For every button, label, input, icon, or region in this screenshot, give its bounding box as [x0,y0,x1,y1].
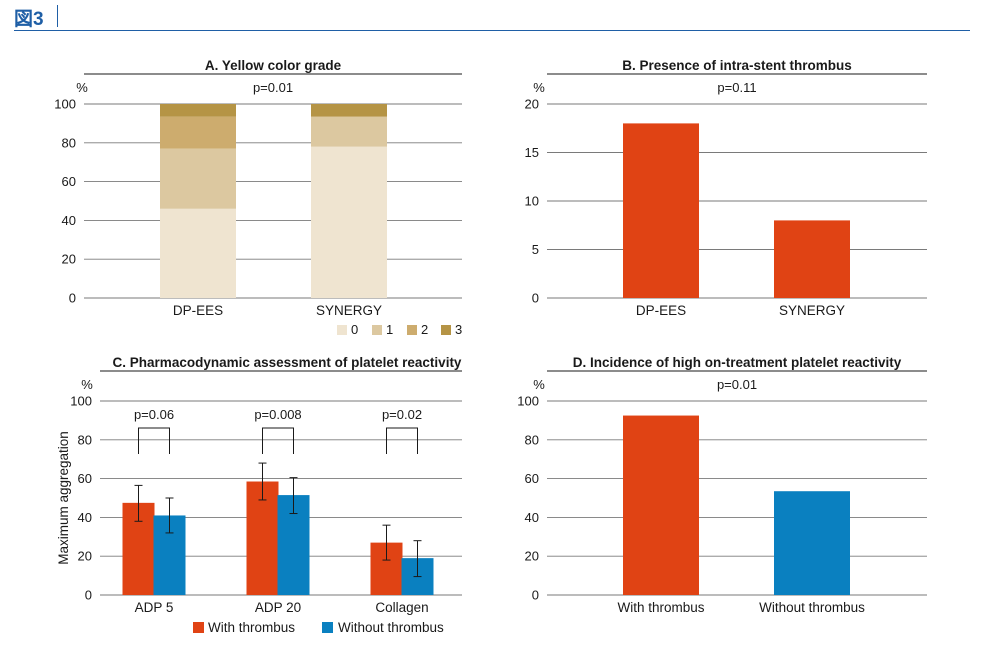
y-axis-unit: % [533,80,545,95]
panel-title: A. Yellow color grade [205,58,342,73]
y-tick-label: 100 [70,394,92,409]
legend-swatch-without-thrombus [322,622,333,633]
y-tick-label: 40 [78,510,92,525]
p-value-label: p=0.06 [134,407,174,422]
bar-grade-3 [311,104,387,117]
y-tick-label: 40 [525,510,539,525]
legend-label: 2 [421,322,428,337]
figure-label: 図3 [14,9,44,30]
y-tick-label: 5 [532,242,539,257]
y-tick-label: 0 [69,291,76,306]
bar-grade-0 [311,146,387,298]
significance-bracket [386,427,418,454]
panel-c-platelet-reactivity: C. Pharmacodynamic assessment of platele… [56,355,462,635]
legend-label: 0 [351,322,358,337]
panel-title: C. Pharmacodynamic assessment of platele… [113,355,462,370]
x-category-label: SYNERGY [779,303,845,318]
legend-label: 1 [386,322,393,337]
p-value-label: p=0.008 [254,407,301,422]
y-axis-unit: % [533,377,545,392]
y-tick-label: 0 [532,588,539,603]
y-tick-label: 20 [525,549,539,564]
y-tick-label: 10 [525,194,539,209]
y-tick-label: 100 [54,97,76,112]
y-axis-label: Maximum aggregation [56,431,71,565]
y-tick-label: 80 [78,432,92,447]
y-tick-label: 60 [525,471,539,486]
y-tick-label: 80 [525,432,539,447]
x-category-label: Without thrombus [759,600,865,615]
y-tick-label: 60 [78,471,92,486]
y-tick-label: 20 [78,549,92,564]
y-tick-label: 0 [532,291,539,306]
bar-grade-2 [160,116,236,149]
bar [623,415,699,595]
p-value-label: p=0.02 [382,407,422,422]
y-axis-unit: % [81,377,93,392]
x-category-label: DP-EES [636,303,686,318]
legend-swatch-with-thrombus [193,622,204,633]
p-value-label: p=0.01 [253,80,293,95]
panel-d-high-platelet-reactivity: D. Incidence of high on-treatment platel… [517,355,927,615]
bar-grade-0 [160,208,236,298]
bar [774,491,850,595]
y-tick-label: 20 [62,252,76,267]
bar-grade-3 [160,104,236,117]
p-value-label: p=0.01 [717,377,757,392]
legend-label: 3 [455,322,462,337]
x-category-label: DP-EES [173,303,223,318]
y-tick-label: 0 [85,588,92,603]
bar-grade-1 [160,148,236,209]
figure-header-rule [14,30,970,31]
legend-label: With thrombus [208,620,295,635]
legend-label: Without thrombus [338,620,444,635]
x-category-label: With thrombus [617,600,704,615]
legend-swatch [372,325,382,335]
bar [623,123,699,299]
x-category-label: ADP 5 [135,600,174,615]
y-tick-label: 80 [62,135,76,150]
x-category-label: Collagen [375,600,428,615]
y-tick-label: 60 [62,174,76,189]
panel-a-yellow-color-grade: A. Yellow color grade%020406080100DP-EES… [54,58,462,337]
y-tick-label: 40 [62,213,76,228]
legend-swatch [337,325,347,335]
figure-label-divider [57,5,58,27]
legend-swatch [407,325,417,335]
panel-b-intra-stent-thrombus: B. Presence of intra-stent thrombus% 0 5 10… [525,58,927,318]
panel-title: B. Presence of intra-stent thrombus [622,58,852,73]
y-axis-unit: % [76,80,88,95]
significance-bracket [138,427,170,454]
legend-swatch [441,325,451,335]
panel-title: D. Incidence of high on-treatment platel… [573,355,902,370]
x-category-label: ADP 20 [255,600,301,615]
bar [774,220,850,298]
bar-grade-1 [311,116,387,147]
x-category-label: SYNERGY [316,303,382,318]
figure-header: 図3 [0,0,985,40]
y-tick-label: 20 [525,97,539,112]
significance-bracket [262,427,294,454]
y-tick-label: 15 [525,145,539,160]
y-tick-label: 100 [517,394,539,409]
p-value-label: p=0.11 [717,80,756,95]
